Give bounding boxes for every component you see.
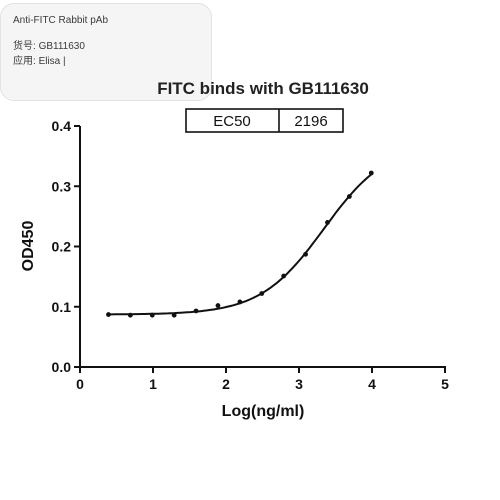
data-point bbox=[149, 312, 155, 318]
x-tick-label: 3 bbox=[295, 376, 303, 392]
y-tick-label: 0.2 bbox=[52, 239, 72, 255]
data-point bbox=[346, 194, 352, 199]
fit-curve-line bbox=[108, 173, 372, 316]
data-point bbox=[193, 308, 199, 314]
application-row: 应用: Elisa | bbox=[13, 54, 211, 69]
data-point bbox=[325, 220, 330, 225]
y-axis-ticks: 0.0 0.1 0.2 0.3 0.4 bbox=[52, 118, 80, 375]
ec50-table: EC50 2196 bbox=[185, 108, 344, 133]
x-tick-label: 5 bbox=[441, 376, 449, 392]
y-tick-label: 0.4 bbox=[52, 118, 72, 134]
x-tick-label: 1 bbox=[149, 376, 157, 392]
application-value: Elisa | bbox=[38, 56, 66, 67]
product-info-card: Anti-FITC Rabbit pAb 货号: GB111630 应用: El… bbox=[0, 3, 212, 101]
data-point bbox=[127, 312, 133, 318]
data-point bbox=[171, 312, 177, 318]
y-axis-label: OD450 bbox=[20, 221, 37, 272]
y-tick-label: 0.1 bbox=[52, 299, 72, 315]
data-points bbox=[106, 170, 374, 318]
data-point bbox=[106, 312, 111, 317]
product-title: Anti-FITC Rabbit pAb bbox=[13, 15, 109, 26]
ec50-table-border bbox=[185, 108, 344, 133]
chart-title: FITC binds with GB111630 bbox=[157, 79, 369, 98]
catalog-label: 货号: bbox=[13, 41, 36, 52]
data-point bbox=[281, 273, 287, 279]
catalog-row: 货号: GB111630 bbox=[13, 39, 211, 54]
data-point bbox=[237, 299, 243, 305]
y-tick-label: 0.3 bbox=[52, 178, 72, 194]
x-tick-label: 4 bbox=[368, 376, 376, 392]
data-point bbox=[368, 170, 374, 176]
x-axis-ticks: 0 1 2 3 4 5 bbox=[76, 367, 449, 392]
catalog-value: GB111630 bbox=[38, 41, 85, 52]
data-point bbox=[215, 303, 221, 308]
data-point bbox=[259, 291, 265, 296]
y-tick-label: 0.0 bbox=[52, 359, 72, 375]
x-axis-label: Log(ng/ml) bbox=[222, 403, 305, 420]
data-point bbox=[303, 251, 308, 257]
ec50-table-value: 2196 bbox=[294, 113, 327, 130]
ec50-table-label: EC50 bbox=[213, 113, 251, 130]
application-label: 应用: bbox=[13, 56, 36, 67]
x-tick-label: 2 bbox=[222, 376, 230, 392]
x-tick-label: 0 bbox=[76, 376, 84, 392]
